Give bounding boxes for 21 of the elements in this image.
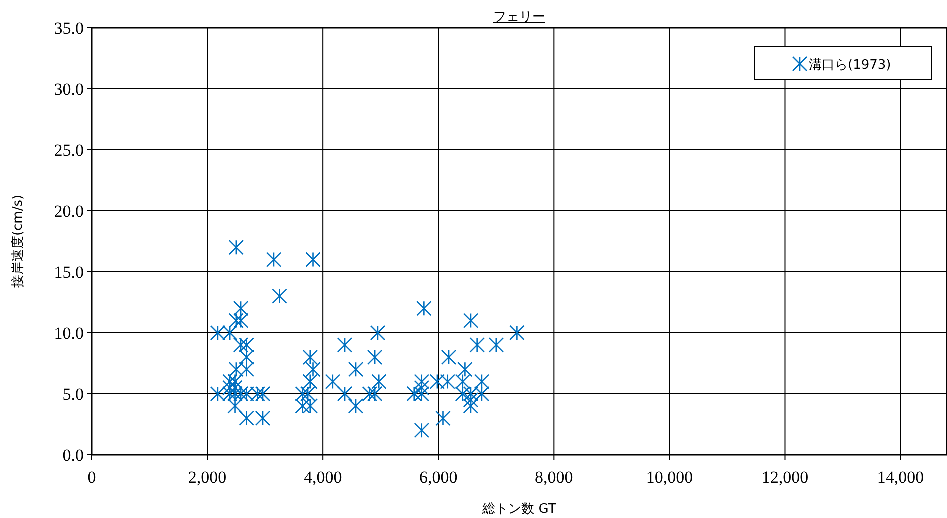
x-tick-label: 0 [88,468,96,487]
chart-title: フェリー [494,10,546,25]
x-axis-title: 総トン数 GT [482,502,556,517]
x-tick-label: 14,000 [877,468,924,487]
y-tick-label: 10.0 [54,324,84,343]
x-tick-label: 8,000 [535,468,574,487]
y-tick-label: 30.0 [54,80,84,99]
x-tick-label: 10,000 [646,468,694,487]
x-tick-label: 4,000 [304,468,342,487]
y-tick-label: 0.0 [62,446,84,465]
legend: 溝口ら(1973) [754,46,932,80]
x-tick-label: 12,000 [762,468,809,487]
x-tick-label: 2,000 [188,468,227,487]
y-tick-label: 25.0 [54,141,84,160]
y-tick-label: 35.0 [54,19,84,38]
y-axis-title: 接岸速度(cm/s) [10,194,26,288]
y-tick-label: 20.0 [54,202,84,221]
legend-label: 溝口ら(1973) [809,58,892,73]
y-tick-label: 15.0 [54,263,84,282]
y-tick-label: 5.0 [62,385,84,404]
x-tick-label: 6,000 [419,468,458,487]
